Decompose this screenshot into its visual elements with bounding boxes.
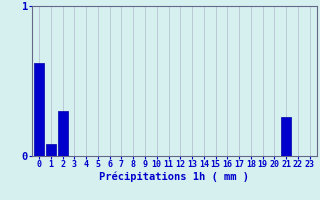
Bar — [58, 111, 68, 156]
Bar — [34, 63, 44, 156]
Bar — [46, 144, 56, 156]
X-axis label: Précipitations 1h ( mm ): Précipitations 1h ( mm ) — [100, 172, 249, 182]
Bar — [281, 117, 291, 156]
